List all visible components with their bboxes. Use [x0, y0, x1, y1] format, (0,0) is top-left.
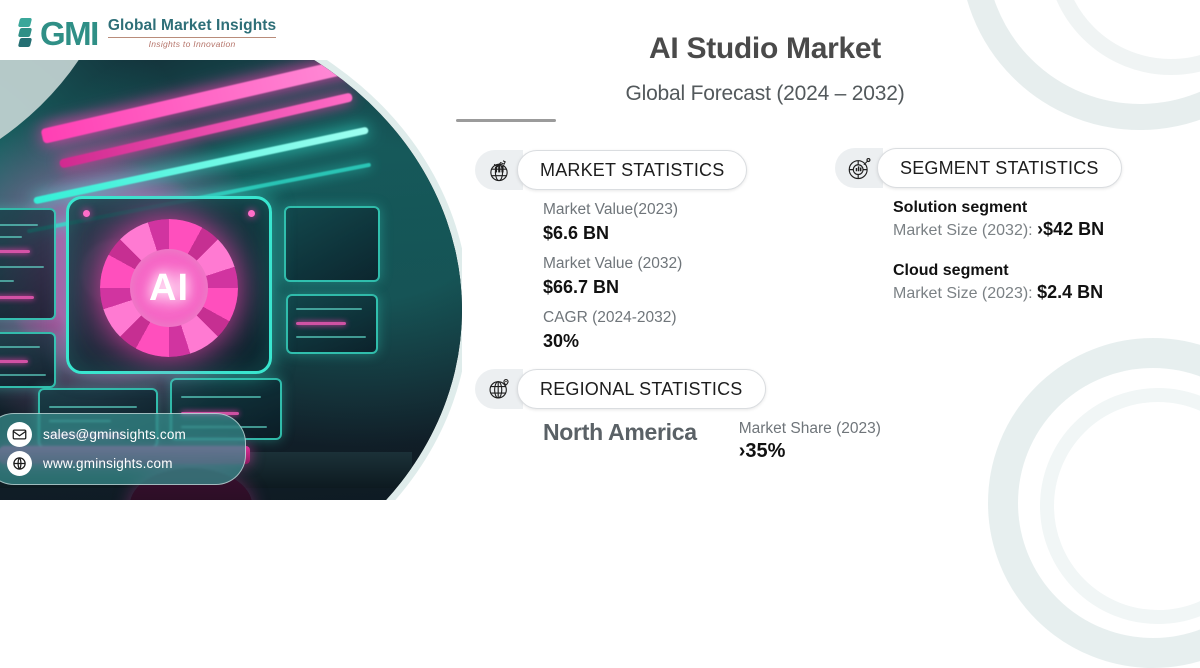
segment-row-1: Market Size (2023): $2.4 BN	[893, 282, 1104, 303]
badge-regional-statistics[interactable]: REGIONAL STATISTICS	[475, 369, 766, 409]
page-title: AI Studio Market	[649, 32, 881, 65]
segment-label-1: Market Size (2023):	[893, 285, 1038, 302]
side-screen-right-lower	[286, 294, 378, 354]
market-statistics-list: Market Value(2023) $6.6 BN Market Value …	[543, 199, 682, 360]
regional-statistics-content: North America Market Share (2023) ›35%	[543, 419, 881, 463]
ai-label: AI	[149, 266, 189, 309]
donut-chart-target-icon	[835, 148, 883, 188]
regional-region-name: North America	[543, 419, 697, 445]
contact-website-text: www.gminsights.com	[43, 456, 173, 471]
segment-value-0: ›$42 BN	[1037, 219, 1105, 239]
badge-regional-statistics-label: REGIONAL STATISTICS	[517, 369, 766, 409]
contact-email-text: sales@gminsights.com	[43, 427, 187, 442]
badge-segment-statistics-label: SEGMENT STATISTICS	[877, 148, 1122, 188]
regional-share-value: ›35%	[738, 440, 786, 462]
market-stat-label-2: CAGR (2024-2032)	[543, 308, 677, 326]
regional-share: Market Share (2023) ›35%	[739, 420, 881, 463]
market-stat-value-1: $66.7 BN	[543, 277, 620, 298]
segment-value-1: $2.4 BN	[1037, 282, 1104, 302]
badge-segment-statistics[interactable]: SEGMENT STATISTICS	[835, 148, 1122, 188]
title-divider	[456, 119, 556, 122]
central-ai-console: AI	[66, 196, 272, 374]
contact-website-row[interactable]: www.gminsights.com	[7, 451, 235, 476]
regional-share-label: Market Share (2023)	[738, 420, 881, 437]
envelope-icon	[7, 422, 32, 447]
segment-statistics-list: Solution segment Market Size (2032): ›$4…	[893, 199, 1104, 325]
neon-bar-cyan-1	[33, 126, 369, 205]
market-stat-label-1: Market Value (2032)	[543, 254, 683, 272]
segment-row-0: Market Size (2032): ›$42 BN	[893, 219, 1104, 240]
globe-icon	[7, 451, 32, 476]
segment-name-1: Cloud segment	[893, 262, 1009, 279]
market-stat-value-2: 30%	[543, 331, 580, 351]
page-subtitle: Global Forecast (2024 – 2032)	[625, 82, 905, 105]
logo-tagline: Insights to Innovation	[148, 38, 236, 49]
logo-abbr: GMI	[40, 14, 99, 52]
logo-divider	[107, 36, 277, 38]
side-screen-left-lower	[0, 332, 56, 388]
gmi-logo[interactable]: GMI Global Market Insights Insights to I…	[14, 14, 277, 52]
market-stat-label-0: Market Value(2023)	[543, 201, 678, 218]
ai-ring-display: AI	[100, 219, 238, 358]
badge-market-statistics[interactable]: MARKET STATISTICS	[475, 150, 748, 190]
market-stat-value-0: $6.6 BN	[543, 223, 610, 244]
segment-name-0: Solution segment	[893, 199, 1028, 216]
side-screen-right-upper	[284, 206, 380, 282]
contact-pill: sales@gminsights.com www.gminsights.com	[0, 413, 246, 485]
logo-company-name: Global Market Insights	[107, 17, 277, 35]
globe-bar-chart-icon	[475, 150, 523, 190]
content-area: AI Studio Market Global Forecast (2024 –…	[455, 0, 1200, 500]
segment-label-0: Market Size (2032):	[893, 222, 1038, 239]
gmi-diamond-mark-icon	[14, 16, 36, 50]
badge-market-statistics-label: MARKET STATISTICS	[517, 150, 748, 190]
globe-pin-icon	[475, 369, 523, 409]
contact-email-row[interactable]: sales@gminsights.com	[7, 422, 235, 447]
side-screen-left-upper	[0, 208, 56, 320]
